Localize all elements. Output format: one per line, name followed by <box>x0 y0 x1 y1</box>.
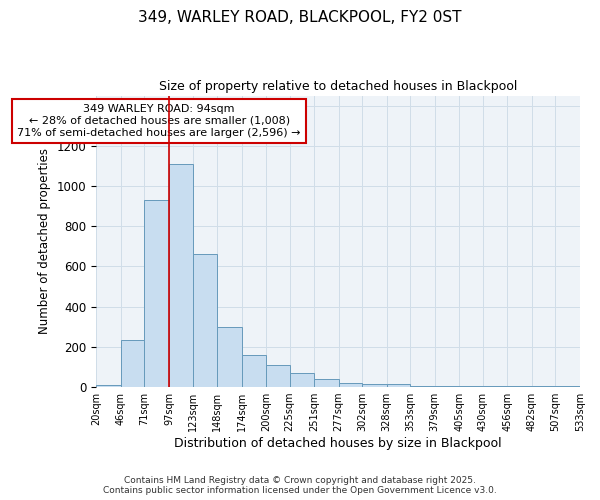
Bar <box>483 386 508 387</box>
Bar <box>387 384 410 387</box>
Bar <box>532 386 556 387</box>
Bar <box>435 386 460 387</box>
Bar <box>193 254 217 387</box>
Bar <box>290 373 314 387</box>
Bar <box>242 355 266 387</box>
X-axis label: Distribution of detached houses by size in Blackpool: Distribution of detached houses by size … <box>175 437 502 450</box>
Text: Contains HM Land Registry data © Crown copyright and database right 2025.
Contai: Contains HM Land Registry data © Crown c… <box>103 476 497 495</box>
Text: 349 WARLEY ROAD: 94sqm
← 28% of detached houses are smaller (1,008)
71% of semi-: 349 WARLEY ROAD: 94sqm ← 28% of detached… <box>17 104 301 138</box>
Y-axis label: Number of detached properties: Number of detached properties <box>38 148 51 334</box>
Bar <box>410 386 435 387</box>
Bar <box>314 379 338 387</box>
Bar <box>266 365 290 387</box>
Bar <box>217 327 242 387</box>
Bar <box>460 386 483 387</box>
Bar <box>96 385 121 387</box>
Bar <box>338 383 362 387</box>
Bar <box>362 384 387 387</box>
Bar <box>556 386 580 387</box>
Bar <box>145 200 169 387</box>
Title: Size of property relative to detached houses in Blackpool: Size of property relative to detached ho… <box>159 80 517 93</box>
Bar <box>169 164 193 387</box>
Text: 349, WARLEY ROAD, BLACKPOOL, FY2 0ST: 349, WARLEY ROAD, BLACKPOOL, FY2 0ST <box>138 10 462 25</box>
Bar <box>508 386 532 387</box>
Bar <box>121 340 145 387</box>
